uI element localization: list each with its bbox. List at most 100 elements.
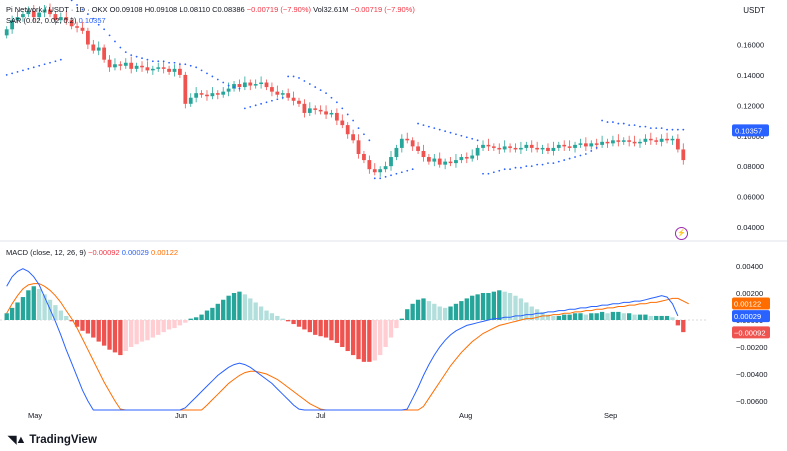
macd-histogram-bar [459, 301, 464, 320]
candle-body [58, 17, 63, 21]
sar-dot [628, 124, 631, 127]
sar-dot [206, 72, 208, 75]
macd-histogram-bar [502, 291, 507, 320]
macd-histogram-bar [567, 314, 572, 320]
sar-dot [43, 63, 46, 66]
candle-body [286, 93, 291, 98]
candle-body [107, 59, 112, 68]
macd-histogram-bar [388, 320, 394, 338]
lightning-icon[interactable]: ⚡ [675, 227, 688, 240]
candle-body [654, 140, 659, 142]
macd-histogram-bar [123, 320, 128, 352]
candle-body [221, 91, 226, 95]
macd-histogram-bar [145, 320, 150, 341]
candle-body [123, 62, 128, 66]
sar-dot [114, 40, 116, 43]
sar-dot [676, 128, 679, 131]
macd-histogram-bar [562, 314, 567, 320]
macd-histogram-bar [583, 314, 589, 320]
sar-dot [49, 61, 51, 64]
tradingview-logo[interactable]: ◥▲ TradingView [8, 433, 97, 447]
macd-histogram-bar [675, 320, 681, 326]
sar-legend[interactable]: SAR (0.02, 0.02, 0.2) 0.10357 [6, 16, 106, 25]
candle-body [583, 143, 588, 147]
sar-dot [390, 174, 392, 177]
candle-body [594, 143, 599, 145]
macd-histogram-bar [31, 286, 36, 320]
macd-histogram-bar [518, 298, 524, 320]
sar-dot [81, 8, 84, 11]
candle-body [167, 68, 171, 72]
macd-histogram-bar [513, 295, 518, 320]
candle-body [48, 9, 52, 15]
macd-legend[interactable]: MACD (close, 12, 26, 9) −0.00092 0.00029… [6, 248, 178, 257]
candle-body [627, 140, 632, 142]
macd-value-badge-text: 0.00122 [734, 300, 761, 309]
candle-body [616, 140, 621, 142]
macd-signal-value: 0.00122 [150, 248, 179, 257]
macd-value-badge [732, 326, 770, 339]
sar-dot [584, 153, 587, 155]
candle-body [291, 97, 296, 101]
sar-dot [325, 92, 327, 95]
candle-body [199, 93, 204, 95]
candle-body [459, 157, 464, 161]
macd-histogram-bar [480, 293, 486, 320]
macd-histogram-bar [621, 313, 626, 320]
price-axis-tick: 0.14000 [737, 71, 764, 80]
macd-histogram-bar [177, 320, 183, 326]
candle-body [351, 134, 356, 141]
candle-body [297, 100, 301, 104]
symbol-title[interactable]: Pi Network / USDT · 1D · OKX [6, 5, 108, 14]
macd-histogram-bar [421, 298, 426, 320]
sar-dot [465, 136, 468, 139]
candle-body [470, 155, 475, 159]
macd-histogram-bar [253, 302, 258, 320]
macd-histogram-bar [361, 320, 367, 362]
candle-body [26, 11, 31, 15]
macd-histogram-bar [37, 288, 42, 320]
candle-body [378, 169, 383, 173]
sar-label: SAR (0.02, 0.02, 0.2) [6, 16, 77, 25]
sar-dot [552, 162, 555, 165]
candle-body [248, 82, 253, 86]
sar-dot [444, 130, 447, 133]
macd-histogram-bar [610, 311, 616, 320]
sar-dot [119, 46, 122, 49]
candle-body [481, 144, 485, 148]
macd-axis-tick: −0.00400 [736, 370, 768, 379]
candle-body [508, 146, 512, 148]
candle-body [64, 17, 69, 21]
time-axis-tick: Jul [316, 411, 326, 420]
macd-histogram-bar [356, 320, 361, 360]
macd-histogram-bar [20, 297, 26, 320]
volume-change-value: −0.00719 (−7.90%) [350, 5, 415, 14]
candle-body [259, 82, 263, 85]
macd-histogram-bar [681, 320, 686, 333]
macd-histogram-bar [248, 298, 253, 320]
macd-histogram-bar [599, 311, 605, 320]
candle-body [399, 138, 404, 148]
macd-histogram-bar [53, 305, 58, 320]
sar-dot [568, 157, 571, 160]
candle-body [573, 144, 577, 148]
candle-body [253, 84, 258, 86]
candle-body [589, 143, 594, 147]
macd-histogram-bar [112, 320, 118, 353]
candle-body [410, 140, 415, 147]
sar-dot [227, 84, 230, 87]
currency-label[interactable]: USDT [743, 6, 765, 15]
sar-dot [59, 58, 62, 61]
brand-name: TradingView [29, 433, 97, 446]
candle-body [643, 138, 648, 142]
candle-body [519, 147, 523, 150]
sar-dot [86, 13, 89, 15]
sar-dot [233, 86, 235, 88]
sar-dot [303, 80, 306, 82]
candle-body [448, 161, 453, 164]
sar-dot [422, 124, 425, 127]
macd-histogram-bar [670, 317, 675, 320]
macd-histogram-bar [534, 309, 540, 320]
